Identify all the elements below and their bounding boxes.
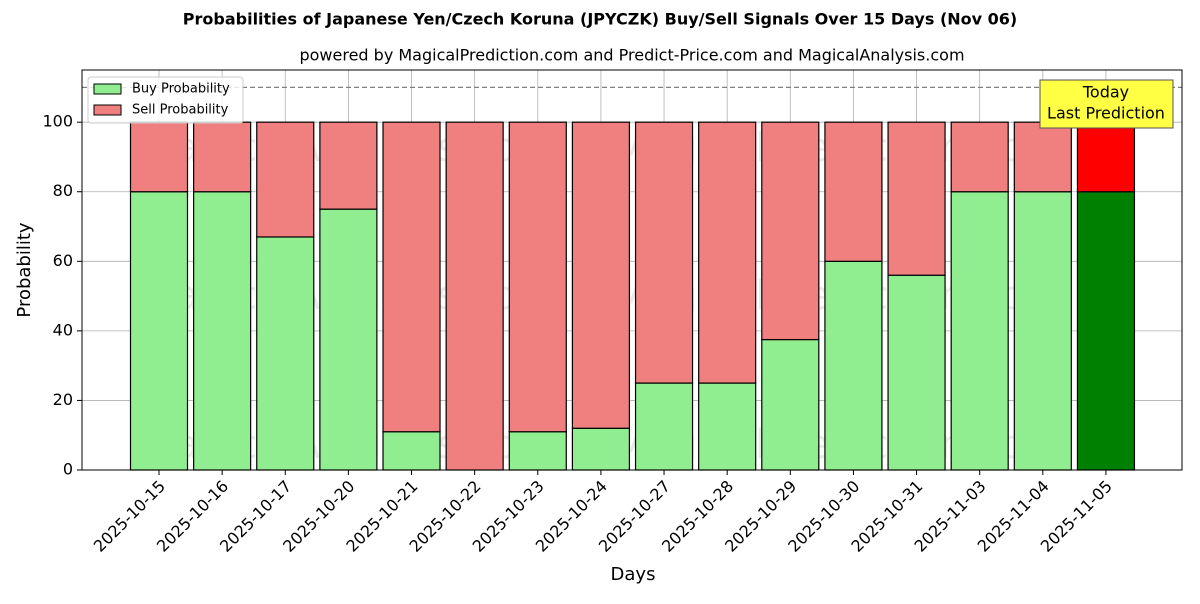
- bar: [1013, 121, 1072, 193]
- legend-swatch: [93, 83, 122, 95]
- bar: [445, 121, 504, 471]
- y-tick-label: 20: [53, 390, 73, 409]
- bar: [1076, 191, 1136, 471]
- legend-label: Buy Probability: [132, 82, 230, 97]
- bar: [1076, 121, 1136, 193]
- bar: [634, 121, 694, 384]
- bar: [319, 121, 378, 210]
- bar: [193, 191, 252, 471]
- plot-frame: [81, 69, 1183, 471]
- legend-label: Sell Probability: [132, 103, 229, 118]
- bar: [129, 191, 189, 471]
- bar: [571, 427, 631, 471]
- bar: [193, 121, 252, 193]
- bar: [887, 274, 946, 471]
- y-tick-label: 60: [53, 251, 73, 270]
- legend-box: [87, 76, 244, 124]
- bar: [319, 208, 378, 471]
- bar: [256, 121, 315, 238]
- bar: [698, 121, 757, 384]
- y-tick-label: 40: [53, 320, 73, 339]
- legend: Buy Probability Sell Probability: [87, 76, 244, 124]
- legend-swatch: [93, 104, 122, 116]
- annotation-box: [1039, 79, 1174, 129]
- bar: [382, 121, 441, 433]
- bar: [508, 121, 567, 433]
- bar: [256, 236, 315, 471]
- y-tick-label: 0: [63, 460, 73, 479]
- bar: [824, 260, 883, 471]
- bar: [824, 121, 883, 262]
- bar: [129, 121, 189, 193]
- y-tick-label: 80: [53, 181, 73, 200]
- bar: [950, 191, 1009, 471]
- bar: [1013, 191, 1072, 471]
- bar: [508, 431, 567, 471]
- bar: [698, 382, 757, 471]
- bar: [761, 338, 820, 471]
- annotation-text: Today: [1082, 83, 1129, 102]
- bar: [382, 431, 441, 471]
- bar: [634, 382, 694, 471]
- y-tick-label: 100: [42, 112, 73, 131]
- x-axis-label: Days: [611, 564, 656, 585]
- chart-subtitle: powered by MagicalPrediction.com and Pre…: [299, 46, 964, 65]
- bar: [761, 121, 820, 341]
- annotation-text: Last Prediction: [1047, 104, 1165, 123]
- bar: [887, 121, 946, 276]
- y-axis-label: Probability: [14, 222, 35, 317]
- chart-title: Probabilities of Japanese Yen/Czech Koru…: [183, 10, 1017, 29]
- bar: [571, 121, 631, 429]
- bar: [950, 121, 1009, 193]
